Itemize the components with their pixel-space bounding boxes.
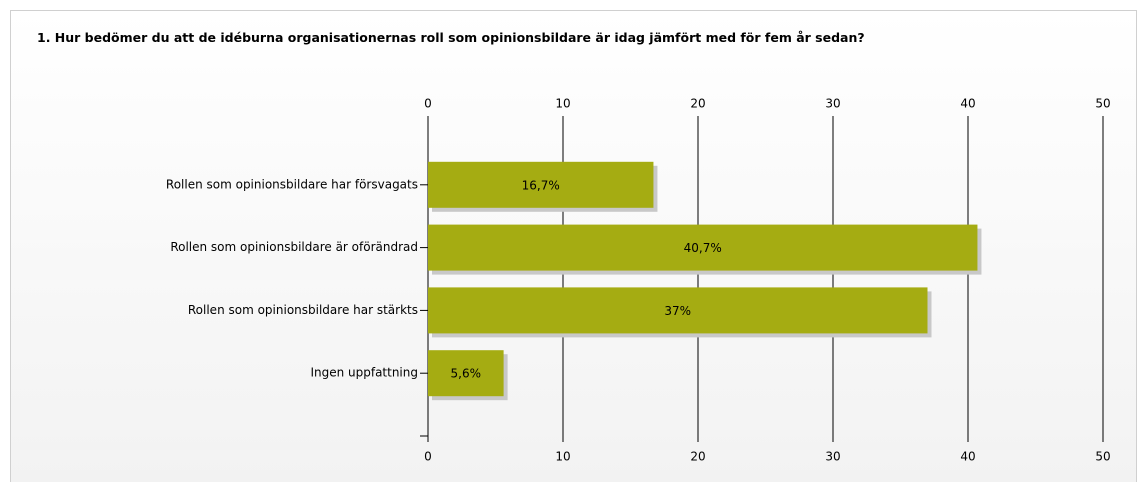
y-tick-label: Rollen som opinionsbildare har stärkts (188, 303, 418, 317)
data-label: 37% (664, 304, 691, 318)
data-label: 16,7% (522, 178, 560, 192)
x-tick-label: 40 (960, 450, 975, 464)
x-tick-label: 50 (1095, 450, 1110, 464)
y-tick-label: Rollen som opinionsbildare är oförändrad (170, 240, 418, 254)
y-tick-label: Rollen som opinionsbildare har försvagat… (166, 177, 418, 191)
x-tick-label: 0 (424, 450, 432, 464)
bar (428, 224, 978, 271)
chart-title: 1. Hur bedömer du att de idéburna organi… (37, 30, 865, 45)
x-tick-label: 30 (825, 450, 840, 464)
bar (428, 161, 654, 208)
x-tick-label: 10 (555, 450, 570, 464)
bar (428, 287, 928, 334)
x-tick-label: 10 (555, 97, 570, 111)
data-label: 40,7% (684, 241, 722, 255)
x-tick-label: 40 (960, 97, 975, 111)
x-tick-label: 30 (825, 97, 840, 111)
x-tick-label: 50 (1095, 97, 1110, 111)
data-label: 5,6% (451, 367, 482, 381)
x-tick-label: 0 (424, 97, 432, 111)
x-tick-label: 20 (690, 97, 705, 111)
bar (428, 350, 504, 397)
x-tick-label: 20 (690, 450, 705, 464)
y-tick-label: Ingen uppfattning (310, 366, 418, 380)
